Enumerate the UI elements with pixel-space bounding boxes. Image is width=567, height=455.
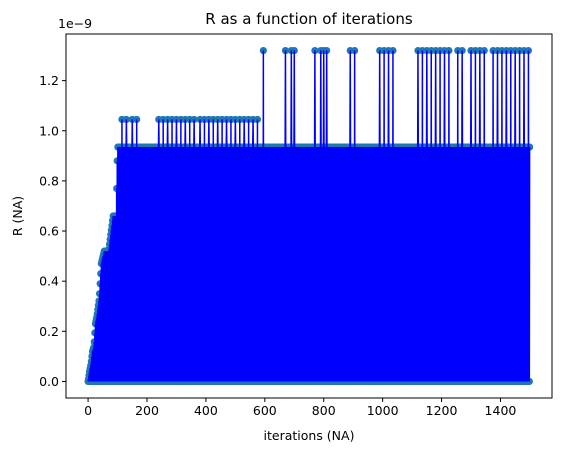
x-tick-label: 1000 — [367, 403, 399, 418]
y-offset-label: 1e−9 — [58, 16, 92, 31]
y-tick-label: 0.6 — [39, 224, 59, 239]
x-tick-label: 800 — [312, 403, 336, 418]
chart-title: R as a function of iterations — [205, 10, 413, 28]
x-tick-label: 1400 — [485, 403, 517, 418]
y-tick-label: 0.8 — [39, 173, 59, 188]
y-tick-label: 0.4 — [39, 274, 59, 289]
x-tick-label: 200 — [135, 403, 159, 418]
y-tick-label: 0.0 — [39, 374, 59, 389]
y-tick-label: 1.2 — [39, 73, 59, 88]
x-tick-label: 400 — [194, 403, 218, 418]
axis-layer: 0 200 400 600 800 1000 1200 1400 0.0 0.2 0.4 0.6 0.8… — [39, 73, 516, 418]
y-axis-label: R (NA) — [10, 196, 25, 236]
x-tick-label: 1200 — [426, 403, 458, 418]
x-tick-label: 600 — [253, 403, 277, 418]
y-tick-label: 1.0 — [39, 123, 59, 138]
plot-frame — [65, 33, 553, 399]
x-axis-label: iterations (NA) — [264, 428, 355, 443]
y-tick-label: 0.2 — [39, 324, 59, 339]
x-tick-label: 0 — [84, 403, 92, 418]
series-line — [87, 50, 531, 382]
plot-layer — [84, 46, 534, 386]
